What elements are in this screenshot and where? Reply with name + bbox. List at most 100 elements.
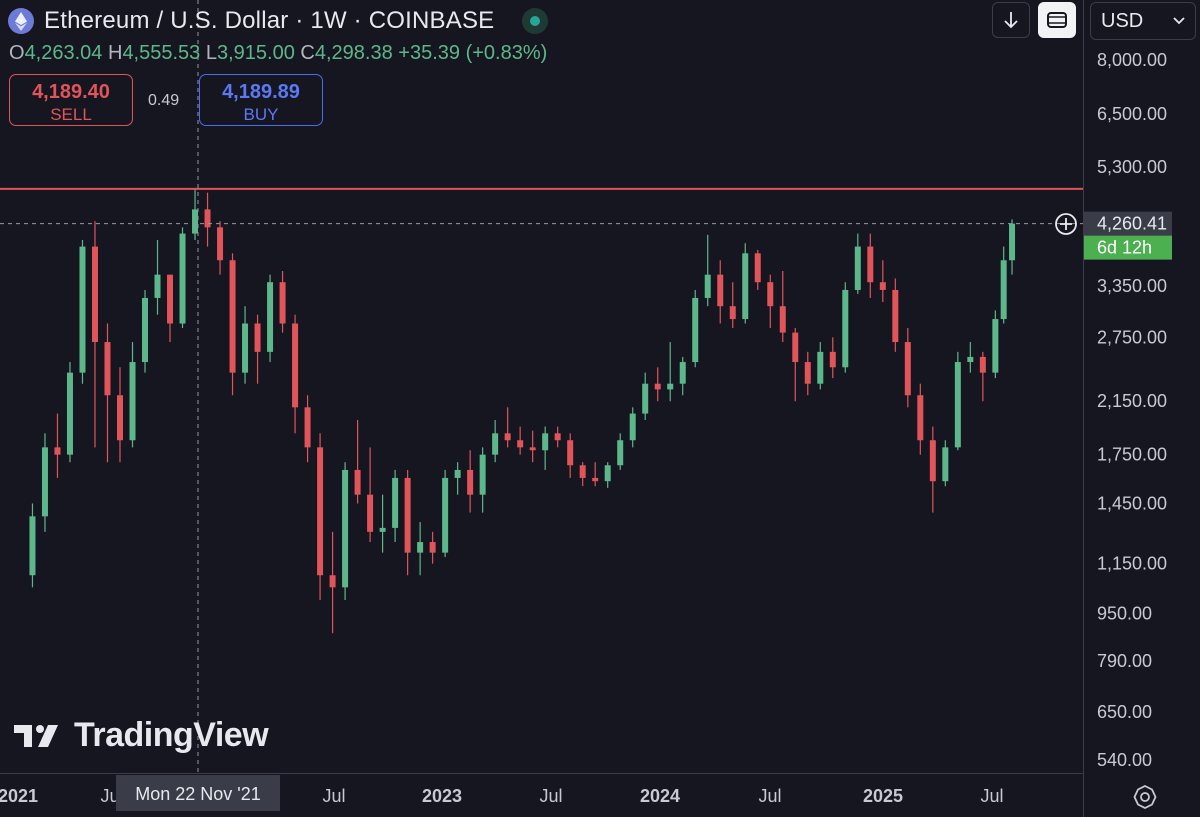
- tradingview-watermark: TradingView: [14, 716, 269, 755]
- candle: [717, 260, 724, 324]
- candle: [442, 469, 449, 558]
- candle: [729, 282, 736, 329]
- candle-body: [904, 342, 911, 396]
- buy-label: BUY: [243, 105, 279, 124]
- candle-body: [579, 465, 586, 478]
- buy-price: 4,189.89: [222, 81, 300, 103]
- candle-body: [767, 282, 774, 307]
- candle-body: [229, 260, 236, 373]
- candle: [41, 433, 48, 532]
- candle-body: [567, 440, 574, 466]
- time-tick-label: Jul: [980, 786, 1003, 806]
- candle: [317, 433, 324, 600]
- currency-value: USD: [1101, 9, 1144, 32]
- price-tick-label: 650.00: [1097, 702, 1152, 722]
- candle-body: [892, 289, 899, 343]
- time-axis[interactable]: 2021 Jul Jul 2023 Jul 2024 Jul 2025 Jul: [0, 786, 1004, 806]
- market-status-icon[interactable]: [522, 8, 549, 34]
- candle-body: [342, 469, 349, 588]
- candle-body: [667, 383, 674, 390]
- candle-body: [717, 274, 724, 307]
- candle-body: [429, 542, 436, 553]
- candle: [704, 234, 711, 307]
- candle-body: [879, 282, 886, 290]
- candle-body: [704, 274, 711, 298]
- symbol-header[interactable]: Ethereum / U.S. Dollar · 1W · COINBASE: [8, 6, 549, 36]
- crosshair-date-bg: [116, 775, 280, 811]
- candle: [892, 278, 899, 352]
- candle-body: [367, 494, 374, 532]
- time-tick-label: 2023: [422, 786, 462, 806]
- ethereum-logo-icon: [8, 8, 34, 34]
- candle: [1000, 246, 1007, 324]
- candle-body: [517, 440, 524, 448]
- candle: [929, 426, 936, 513]
- candle-body: [917, 395, 924, 441]
- candle-body: [692, 297, 699, 363]
- add-alert-plus-icon[interactable]: [1055, 213, 1077, 235]
- fullscreen-icon: [1047, 12, 1067, 28]
- candle-body: [267, 282, 274, 352]
- candle: [767, 274, 774, 329]
- candle-body: [91, 246, 98, 343]
- candle: [529, 430, 536, 463]
- candle: [392, 469, 399, 543]
- candle-body: [542, 433, 549, 451]
- candle-body: [317, 447, 324, 576]
- candle-body: [217, 227, 224, 261]
- candle: [29, 503, 36, 588]
- sell-button[interactable]: 4,189.40 SELL: [9, 74, 133, 126]
- candle: [854, 233, 861, 294]
- candle: [254, 314, 261, 384]
- candle-body: [779, 306, 786, 333]
- download-button[interactable]: [992, 2, 1030, 38]
- buy-button[interactable]: 4,189.89 BUY: [199, 74, 323, 126]
- open-value: 4,263.04: [24, 42, 103, 64]
- candle: [267, 274, 274, 363]
- candle-body: [479, 454, 486, 495]
- arrow-down-icon: [1004, 12, 1018, 29]
- candle: [754, 249, 761, 290]
- candle-body: [854, 246, 861, 290]
- price-axis[interactable]: 8,000.00 6,500.00 5,300.00 3,350.00 2,750.00…: [1097, 50, 1167, 770]
- candle: [129, 342, 136, 448]
- candle: [817, 342, 824, 390]
- countdown-label: 6d 12h: [1097, 238, 1152, 258]
- candle-body: [629, 413, 636, 441]
- price-tick-label: 5,300.00: [1097, 157, 1167, 177]
- candle: [404, 469, 411, 576]
- candle: [992, 310, 999, 379]
- spread-value: 0.49: [148, 92, 180, 109]
- candle-body: [66, 372, 73, 455]
- low-label: L: [205, 42, 217, 64]
- candle-body: [467, 469, 474, 495]
- candle-body: [1009, 223, 1016, 261]
- watermark-text: TradingView: [74, 716, 269, 754]
- close-label: C: [300, 42, 315, 64]
- candle: [829, 337, 836, 379]
- gear-icon[interactable]: [1132, 784, 1158, 810]
- candle-body: [604, 465, 611, 482]
- candle-body: [954, 362, 961, 448]
- price-tick-label: 2,750.00: [1097, 327, 1167, 347]
- candle: [354, 419, 361, 504]
- candle-body: [292, 323, 299, 408]
- candle: [79, 239, 86, 384]
- candle: [967, 342, 974, 373]
- candle: [542, 426, 549, 470]
- time-tick-label: 2024: [640, 786, 680, 806]
- currency-select[interactable]: USD: [1090, 2, 1196, 40]
- candle: [467, 450, 474, 513]
- candle-body: [254, 323, 261, 352]
- chevron-down-icon: [1173, 17, 1185, 25]
- candle: [579, 462, 586, 487]
- time-tick-label: 2025: [863, 786, 903, 806]
- fullscreen-button[interactable]: [1038, 2, 1076, 38]
- candle: [792, 328, 799, 402]
- candle: [517, 426, 524, 455]
- symbol-title[interactable]: Ethereum / U.S. Dollar · 1W · COINBASE: [44, 7, 495, 34]
- price-tick-label: 6,500.00: [1097, 104, 1167, 124]
- candle-body: [379, 527, 386, 532]
- candle: [654, 367, 661, 402]
